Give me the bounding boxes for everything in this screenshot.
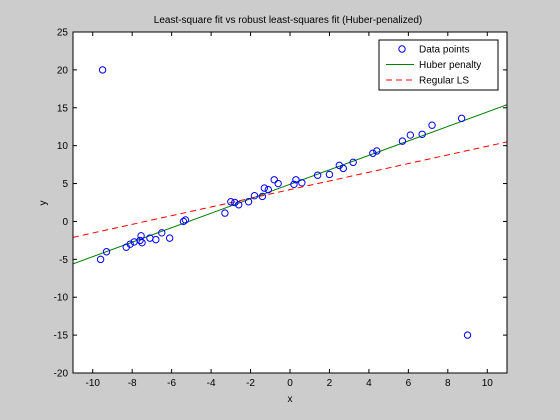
data-point <box>231 198 239 207</box>
data-point <box>260 184 269 192</box>
x-tick-label: 0 <box>287 378 293 389</box>
data-point <box>158 229 166 237</box>
data-point <box>292 176 300 184</box>
data-point <box>258 192 267 201</box>
x-tick-label: -2 <box>246 378 255 389</box>
data-point <box>152 235 160 244</box>
legend-marker-data-points <box>398 45 406 53</box>
data-point <box>221 209 229 217</box>
data-point <box>96 255 105 264</box>
data-point <box>244 198 253 206</box>
legend-items: Data points Huber penalty Regular LS <box>386 45 481 87</box>
y-tick-label: -5 <box>59 255 68 266</box>
chart-title: Least-square fit vs robust least-squares… <box>154 15 422 26</box>
data-point <box>369 149 377 157</box>
legend-label: Regular LS <box>419 76 469 87</box>
data-point <box>250 191 259 200</box>
x-tick-label: 10 <box>482 378 494 389</box>
data-point <box>463 331 472 339</box>
data-point <box>418 130 426 139</box>
y-tick-label: -15 <box>54 331 69 342</box>
data-point <box>137 232 145 240</box>
data-point <box>290 180 298 189</box>
data-point <box>313 171 322 179</box>
y-tick-label: 10 <box>57 141 69 152</box>
y-tick-label: 15 <box>57 103 69 114</box>
data-point <box>126 240 134 248</box>
x-tick-label: -6 <box>167 378 176 389</box>
data-point <box>270 176 278 184</box>
data-point <box>102 248 111 256</box>
data-point <box>274 179 282 188</box>
data-point <box>165 234 174 242</box>
x-tick-label: 6 <box>406 378 412 389</box>
regular-ls-line <box>73 141 507 238</box>
x-tick-label: -10 <box>86 378 101 389</box>
data-point <box>373 147 381 155</box>
y-tick-label: -10 <box>54 293 69 304</box>
data-point <box>406 131 415 139</box>
data-point <box>428 121 436 129</box>
x-tick-label: -4 <box>207 378 216 389</box>
legend-label: Huber penalty <box>419 60 481 71</box>
data-point <box>264 185 272 194</box>
y-tick-label: 20 <box>57 65 69 76</box>
legend-label: Data points <box>419 45 470 56</box>
x-tick-label: 4 <box>366 378 372 389</box>
series-layer <box>73 66 507 339</box>
data-point <box>181 216 190 224</box>
huber-fit-line <box>73 104 507 265</box>
data-point <box>298 179 306 187</box>
x-tick-label: -8 <box>128 378 137 389</box>
x-tick-label: 8 <box>445 378 451 389</box>
data-point <box>136 236 144 245</box>
data-point <box>457 114 466 123</box>
data-point <box>349 158 357 167</box>
y-axis-ticks: -20 -15 -10 -5 0 5 10 15 20 25 <box>54 28 507 380</box>
data-point <box>398 137 407 145</box>
data-point <box>235 201 243 209</box>
y-tick-label: -20 <box>54 369 69 380</box>
x-axis-ticks: -10 -8 -6 -4 -2 0 2 4 6 8 10 <box>86 32 494 389</box>
x-tick-label: 2 <box>327 378 333 389</box>
data-point <box>339 164 347 173</box>
data-point <box>138 238 146 247</box>
y-tick-label: 0 <box>62 217 68 228</box>
data-point <box>179 217 188 226</box>
y-tick-label: 25 <box>57 28 69 39</box>
x-axis-label: x <box>288 394 293 405</box>
y-tick-label: 5 <box>62 179 68 190</box>
y-axis-label: y <box>38 201 49 206</box>
legend: Data points Huber penalty Regular LS <box>378 39 499 91</box>
data-point <box>227 198 235 206</box>
data-point <box>98 66 107 74</box>
data-point <box>325 170 334 179</box>
